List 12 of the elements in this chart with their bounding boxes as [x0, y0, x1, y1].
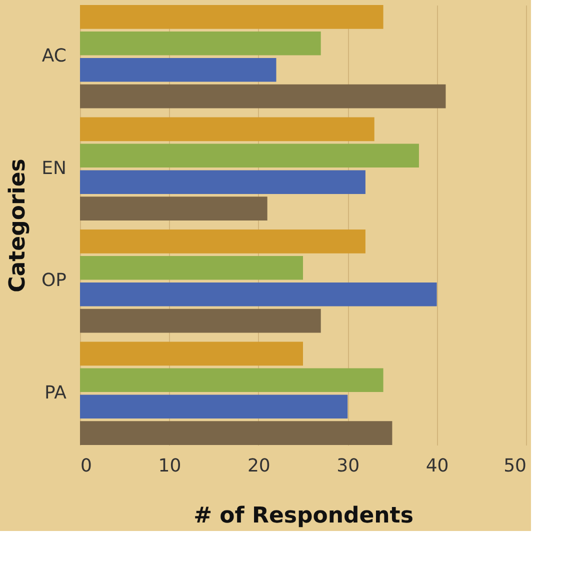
y-tick-label: AC: [42, 46, 66, 67]
x-tick-label: 20: [247, 456, 270, 476]
x-tick-label: 40: [426, 456, 449, 476]
y-tick-label: OP: [41, 270, 67, 292]
x-tick-label: 50: [504, 456, 526, 476]
x-tick-label: 10: [158, 456, 182, 476]
x-tick-label: 30: [336, 456, 360, 476]
y-axis-title: Categories: [5, 158, 30, 292]
y-tick-label: PA: [44, 382, 68, 404]
y-tick-label: EN: [42, 158, 66, 179]
x-axis-title: # of Respondents: [194, 504, 414, 528]
x-tick-label: 0: [80, 456, 92, 476]
